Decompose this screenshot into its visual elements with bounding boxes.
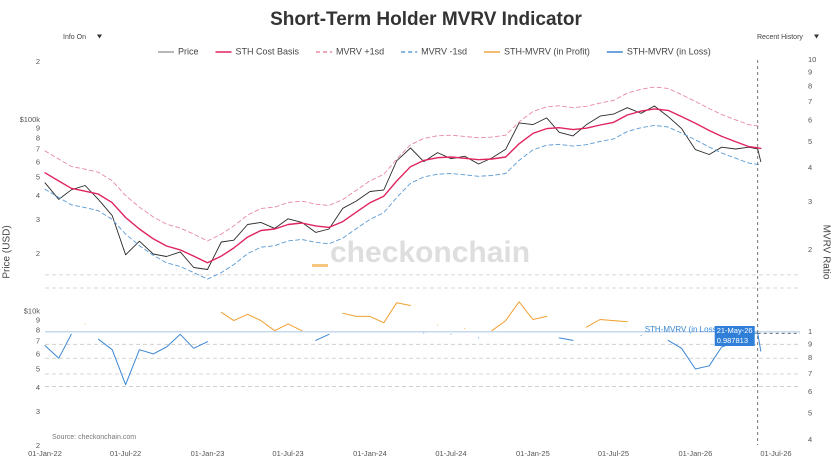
series-line <box>44 332 762 386</box>
y-tick-label: 9 <box>36 124 40 133</box>
y-axis-title: Price (USD) <box>2 225 13 278</box>
y-tick-label: 8 <box>36 133 40 142</box>
dropdown-label[interactable]: Recent History <box>757 34 803 41</box>
legend-label: STH-MVRV (in Profit) <box>504 46 590 56</box>
y-tick-label: 7 <box>36 336 40 345</box>
y2-tick-label: 5 <box>808 409 812 418</box>
y-tick-label: 3 <box>36 407 40 416</box>
legend-label: Price <box>178 46 199 56</box>
y-tick-label: 3 <box>36 215 40 224</box>
x-tick-label: 01-Jul-23 <box>272 449 303 458</box>
y-tick-label: 7 <box>36 145 40 154</box>
y-tick-label: $10k <box>24 307 41 316</box>
y-tick-label: 2 <box>36 441 40 450</box>
x-tick-label: 01-Jul-22 <box>110 449 141 458</box>
y2-tick-label: 8 <box>808 353 812 362</box>
x-tick-label: 01-Jan-22 <box>28 449 62 458</box>
series-line <box>44 105 762 270</box>
x-tick-label: 01-Jul-26 <box>760 449 791 458</box>
y2-axis-title: MVRV Ratio <box>820 225 831 280</box>
y-tick-label: 2 <box>36 57 40 66</box>
y2-tick-label: 10 <box>808 55 816 64</box>
legend-label: STH Cost Basis <box>236 46 300 56</box>
dropdown-label[interactable]: Info On <box>63 34 86 41</box>
legend-label: MVRV -1sd <box>421 46 467 56</box>
x-tick-label: 01-Jan-25 <box>516 449 550 458</box>
y2-tick-label: 6 <box>808 115 812 124</box>
y-tick-label: 8 <box>36 325 40 334</box>
y-tick-label: 5 <box>36 173 40 182</box>
y2-tick-label: 3 <box>808 197 812 206</box>
info-dropdown[interactable]: Info On <box>63 34 102 41</box>
x-tick-label: 01-Jul-25 <box>598 449 629 458</box>
y2-tick-label: 2 <box>808 245 812 254</box>
legend-label: MVRV +1sd <box>336 46 384 56</box>
dropdown-arrow[interactable] <box>814 34 819 39</box>
y2-tick-label: 5 <box>808 137 812 146</box>
watermark-dash <box>312 264 328 267</box>
watermark: checkonchain <box>330 236 530 269</box>
y-tick-label: 6 <box>36 157 40 166</box>
y2-tick-label: 4 <box>808 163 812 172</box>
hover-series-label: STH-MVRV (in Loss) <box>645 325 720 334</box>
y2-tick-label: 9 <box>808 67 812 76</box>
y-tick-label: $100k <box>20 115 41 124</box>
y2-tick-label: 4 <box>808 435 812 444</box>
y-tick-label: 9 <box>36 316 40 325</box>
legend-label: STH-MVRV (in Loss) <box>627 46 711 56</box>
y2-tick-label: 8 <box>808 81 812 90</box>
history-dropdown[interactable]: Recent History <box>757 34 819 41</box>
x-tick-label: 01-Jan-24 <box>353 449 387 458</box>
y-tick-label: 4 <box>36 383 40 392</box>
chart-title: Short-Term Holder MVRV Indicator <box>270 9 582 30</box>
y-tick-label: 5 <box>36 365 40 374</box>
y2-tick-label: 7 <box>808 97 812 106</box>
tooltip-value: 0.987813 <box>717 336 748 345</box>
dropdown-arrow[interactable] <box>97 34 102 39</box>
y2-tick-label: 1 <box>808 327 812 336</box>
series-line <box>44 86 762 242</box>
x-tick-label: 01-Jul-24 <box>435 449 466 458</box>
y2-tick-label: 9 <box>808 339 812 348</box>
series-line <box>44 124 762 280</box>
y2-tick-label: 6 <box>808 387 812 396</box>
x-tick-label: 01-Jan-26 <box>678 449 712 458</box>
x-tick-label: 01-Jan-23 <box>191 449 225 458</box>
series-line <box>44 108 762 264</box>
series-line <box>84 301 655 332</box>
source: Source: checkonchain.com <box>52 434 136 441</box>
tooltip-date: 21-May-26 <box>717 326 753 335</box>
tooltip-box <box>714 326 755 346</box>
y-tick-label: 6 <box>36 349 40 358</box>
y-tick-label: 2 <box>36 249 40 258</box>
y2-tick-label: 7 <box>808 369 812 378</box>
y-tick-label: 4 <box>36 191 40 200</box>
